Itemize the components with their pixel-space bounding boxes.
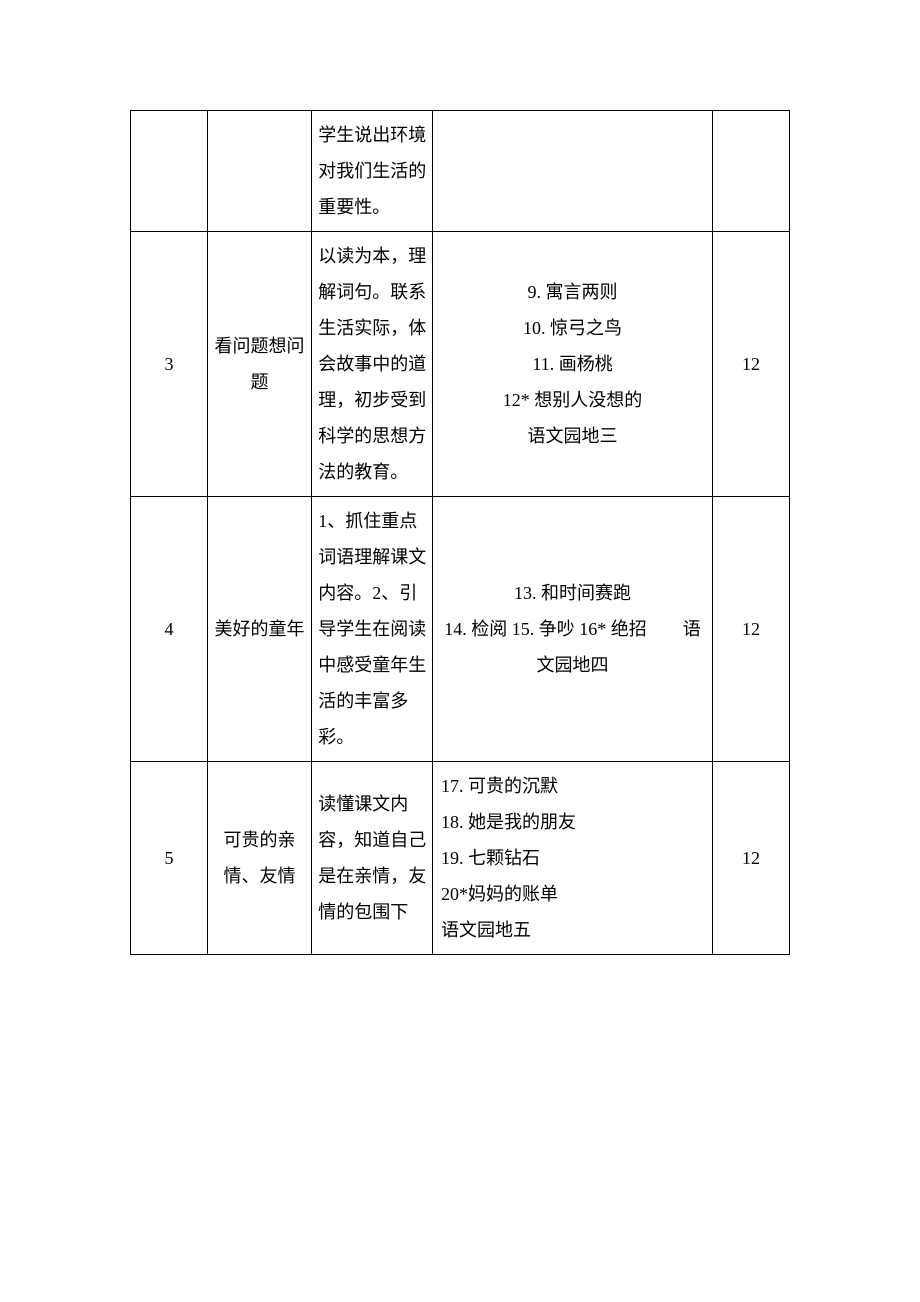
cell-num: 5 — [131, 762, 208, 955]
cell-content: 9. 寓言两则10. 惊弓之鸟11. 画杨桃12* 想别人没想的语文园地三 — [433, 232, 713, 497]
curriculum-table: 学生说出环境对我们生活的重要性。 3 看问题想问题 以读为本，理解词句。联系生活… — [130, 110, 790, 955]
cell-desc: 学生说出环境对我们生活的重要性。 — [312, 111, 433, 232]
cell-topic: 可贵的亲情、友情 — [207, 762, 311, 955]
cell-num: 3 — [131, 232, 208, 497]
cell-desc: 以读为本，理解词句。联系生活实际，体会故事中的道理，初步受到科学的思想方法的教育… — [312, 232, 433, 497]
table-row: 3 看问题想问题 以读为本，理解词句。联系生活实际，体会故事中的道理，初步受到科… — [131, 232, 790, 497]
cell-hours: 12 — [713, 497, 790, 762]
cell-num — [131, 111, 208, 232]
table-row: 学生说出环境对我们生活的重要性。 — [131, 111, 790, 232]
cell-content — [433, 111, 713, 232]
table-row: 5 可贵的亲情、友情 读懂课文内容，知道自己是在亲情，友情的包围下 17. 可贵… — [131, 762, 790, 955]
cell-num: 4 — [131, 497, 208, 762]
cell-desc: 1、抓住重点词语理解课文内容。2、引导学生在阅读中感受童年生活的丰富多彩。 — [312, 497, 433, 762]
cell-topic: 看问题想问题 — [207, 232, 311, 497]
document-page: 学生说出环境对我们生活的重要性。 3 看问题想问题 以读为本，理解词句。联系生活… — [0, 0, 920, 955]
cell-topic: 美好的童年 — [207, 497, 311, 762]
cell-hours — [713, 111, 790, 232]
cell-content: 13. 和时间赛跑14. 检阅 15. 争吵 16* 绝招 语文园地四 — [433, 497, 713, 762]
cell-content: 17. 可贵的沉默18. 她是我的朋友19. 七颗钻石20*妈妈的账单语文园地五 — [433, 762, 713, 955]
cell-desc: 读懂课文内容，知道自己是在亲情，友情的包围下 — [312, 762, 433, 955]
cell-hours: 12 — [713, 232, 790, 497]
table-row: 4 美好的童年 1、抓住重点词语理解课文内容。2、引导学生在阅读中感受童年生活的… — [131, 497, 790, 762]
table-body: 学生说出环境对我们生活的重要性。 3 看问题想问题 以读为本，理解词句。联系生活… — [131, 111, 790, 955]
cell-topic — [207, 111, 311, 232]
cell-hours: 12 — [713, 762, 790, 955]
